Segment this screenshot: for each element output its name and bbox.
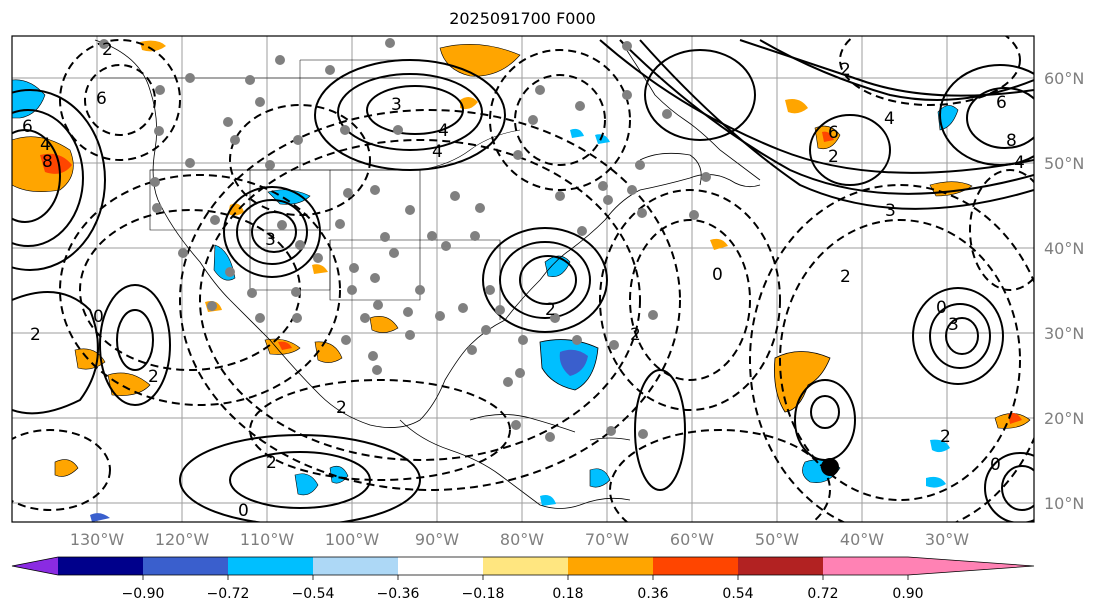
- svg-text:2: 2: [148, 367, 159, 387]
- colorbar-tick-label: −0.90: [122, 586, 165, 602]
- svg-text:6: 6: [996, 93, 1007, 113]
- svg-text:4: 4: [432, 142, 443, 162]
- lat-label-60: 60°N: [1044, 69, 1084, 88]
- contour-labels: 6 4 6 8 2 4 3 4 6 4 2 0 8 6 4 3 2 0 2 2 …: [22, 40, 1025, 521]
- svg-text:6: 6: [22, 117, 33, 137]
- lon-label-120: 120°W: [155, 530, 210, 549]
- colorbar-segment-2: [228, 557, 313, 575]
- colorbar-tick-label: 0.36: [637, 586, 668, 602]
- colorbar-tick-label: 0.54: [722, 586, 753, 602]
- svg-text:8: 8: [1006, 131, 1017, 151]
- latitude-labels: 60°N 50°N 40°N 30°N 20°N 10°N: [1044, 69, 1084, 513]
- colorbar-segment-3: [313, 557, 398, 575]
- map-border: [11, 35, 1035, 523]
- svg-text:4: 4: [438, 121, 449, 141]
- lon-label-110: 110°W: [240, 530, 295, 549]
- lat-label-30: 30°N: [1044, 324, 1084, 343]
- colorbar-tick-label: −0.36: [377, 586, 420, 602]
- svg-text:0: 0: [936, 298, 947, 318]
- svg-text:0: 0: [93, 307, 104, 327]
- svg-text:2: 2: [940, 427, 951, 447]
- map-title: 2025091700 F000: [449, 9, 596, 28]
- svg-text:2: 2: [828, 147, 839, 167]
- shaded-fields: [12, 40, 1031, 522]
- colorbar-extend-max: [908, 557, 1034, 575]
- colorbar-segment-0: [58, 557, 143, 575]
- svg-text:2: 2: [545, 300, 556, 320]
- station-markers: [99, 38, 711, 442]
- lon-label-70: 70°W: [585, 530, 629, 549]
- svg-text:2: 2: [336, 398, 347, 418]
- colorbar-tick-label: 0.72: [807, 586, 838, 602]
- svg-text:6: 6: [96, 89, 107, 109]
- lon-label-90: 90°W: [415, 530, 459, 549]
- lat-label-10: 10°N: [1044, 494, 1084, 513]
- lon-label-130: 130°W: [70, 530, 125, 549]
- svg-text:3: 3: [948, 315, 959, 335]
- colorbar-segment-6: [568, 557, 653, 575]
- colorbar: −0.90 −0.72 −0.54 −0.36 −0.18 0.18 0.36 …: [11, 556, 1035, 602]
- svg-text:8: 8: [42, 152, 53, 172]
- svg-text:0: 0: [712, 265, 723, 285]
- svg-text:3: 3: [265, 230, 276, 250]
- colorbar-tick-label: 0.18: [552, 586, 583, 602]
- coastlines: [94, 39, 761, 509]
- svg-text:6: 6: [828, 123, 839, 143]
- svg-text:4: 4: [1014, 153, 1025, 173]
- svg-text:3: 3: [885, 201, 896, 221]
- colorbar-segment-5: [483, 557, 568, 575]
- colorbar-segment-4: [398, 557, 483, 575]
- svg-text:2: 2: [630, 325, 641, 345]
- colorbar-segment-7: [653, 557, 738, 575]
- colorbar-segment-1: [143, 557, 228, 575]
- svg-text:0: 0: [990, 455, 1001, 475]
- lon-label-30: 30°W: [925, 530, 969, 549]
- svg-text:3: 3: [391, 95, 402, 115]
- lat-label-50: 50°N: [1044, 154, 1084, 173]
- lon-label-80: 80°W: [500, 530, 544, 549]
- svg-text:0: 0: [238, 501, 249, 521]
- colorbar-tick-label: −0.54: [292, 586, 335, 602]
- colorbar-tick-label: −0.18: [462, 586, 505, 602]
- lon-label-40: 40°W: [840, 530, 884, 549]
- svg-text:2: 2: [30, 325, 41, 345]
- colorbar-tick-label: 0.90: [892, 586, 923, 602]
- colorbar-extend-min: [12, 557, 58, 575]
- colorbar-segment-8: [738, 557, 823, 575]
- lat-label-20: 20°N: [1044, 409, 1084, 428]
- lat-label-40: 40°N: [1044, 239, 1084, 258]
- lon-label-60: 60°W: [670, 530, 714, 549]
- lon-label-100: 100°W: [325, 530, 380, 549]
- map-panel: [12, 36, 1034, 522]
- colorbar-tick-label: −0.72: [207, 586, 250, 602]
- svg-text:2: 2: [102, 40, 113, 60]
- svg-text:2: 2: [840, 267, 851, 287]
- storm-center-marker: [821, 458, 839, 476]
- colorbar-segment-9: [823, 557, 908, 575]
- lon-label-50: 50°W: [755, 530, 799, 549]
- svg-text:4: 4: [40, 135, 51, 155]
- longitude-labels: 130°W 120°W 110°W 100°W 90°W 80°W 70°W 6…: [70, 530, 969, 549]
- svg-text:2: 2: [840, 60, 851, 80]
- svg-text:2: 2: [266, 453, 277, 473]
- dashed-contours: [12, 36, 1034, 522]
- solid-contours: [12, 39, 1034, 522]
- svg-text:4: 4: [884, 109, 895, 129]
